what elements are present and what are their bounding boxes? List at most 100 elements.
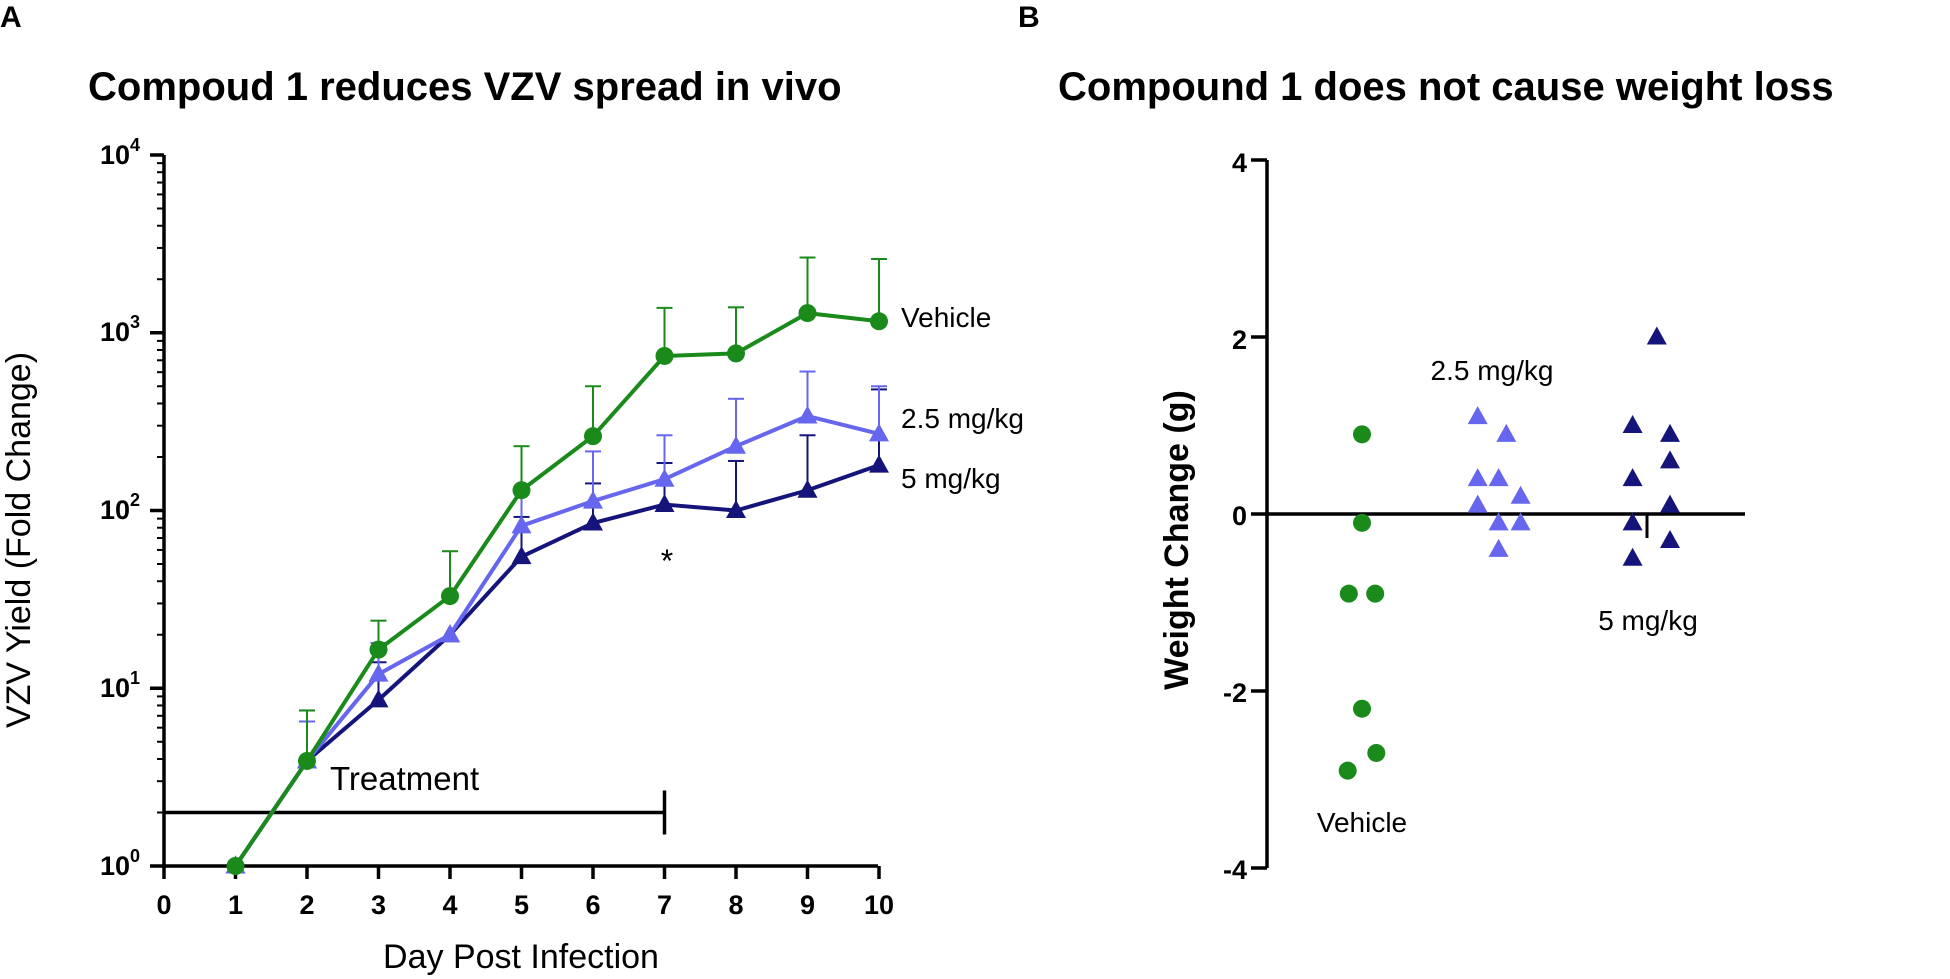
data-point bbox=[1467, 468, 1488, 487]
chart-a-x-ticks bbox=[162, 866, 881, 879]
data-point bbox=[1366, 584, 1385, 603]
series-2-5-mg-kg bbox=[225, 370, 889, 874]
data-point bbox=[869, 454, 889, 473]
x-tick-label: 5 bbox=[514, 890, 529, 920]
data-point bbox=[1496, 423, 1517, 442]
data-point bbox=[583, 490, 603, 509]
chart-a-title: Compoud 1 reduces VZV spread in vivo bbox=[88, 65, 842, 109]
series-label-5: 5 mg/kg bbox=[901, 463, 1001, 494]
series-line bbox=[233, 463, 880, 868]
data-point bbox=[1488, 538, 1509, 557]
x-tick-label: 2 bbox=[299, 890, 314, 920]
panel-letter-a: A bbox=[0, 1, 22, 34]
series-line bbox=[233, 311, 880, 868]
data-point bbox=[797, 479, 818, 498]
y-tick-label: 0 bbox=[1232, 501, 1247, 531]
data-point bbox=[726, 500, 746, 518]
data-point bbox=[583, 512, 603, 531]
data-point bbox=[1646, 326, 1667, 345]
y-tick-label: 103 bbox=[100, 312, 140, 347]
data-point bbox=[869, 423, 889, 442]
chart-a-y-minor-ticks bbox=[157, 162, 164, 814]
treatment-label: Treatment bbox=[330, 760, 479, 797]
chart-b-axes bbox=[1251, 158, 1745, 870]
data-point bbox=[368, 689, 389, 708]
group-label-vehicle: Vehicle bbox=[1317, 807, 1407, 838]
data-point bbox=[1622, 547, 1643, 566]
data-point bbox=[511, 515, 532, 534]
data-point bbox=[441, 587, 459, 606]
y-tick-label: 4 bbox=[1232, 148, 1247, 178]
data-point bbox=[1510, 512, 1531, 531]
y-tick-label: 102 bbox=[100, 490, 140, 525]
data-point bbox=[1339, 584, 1358, 603]
data-point bbox=[654, 468, 675, 487]
group-5-mg-kg bbox=[1622, 326, 1680, 566]
data-point bbox=[797, 405, 818, 424]
data-point bbox=[1353, 513, 1371, 532]
y-tick-label: -4 bbox=[1223, 855, 1247, 885]
chart-b-points bbox=[1338, 326, 1680, 780]
series-line bbox=[233, 414, 880, 868]
data-point bbox=[654, 494, 675, 513]
data-point bbox=[1338, 761, 1357, 780]
x-tick-label: 1 bbox=[228, 890, 243, 920]
data-point bbox=[1660, 450, 1680, 469]
data-point bbox=[1622, 468, 1643, 487]
y-tick-label: 104 bbox=[100, 135, 140, 170]
x-tick-label: 6 bbox=[585, 890, 600, 920]
chart-a-x-tick-labels: 0 1 2 3 4 5 6 7 8 9 10 bbox=[156, 890, 894, 920]
y-tick-label: -2 bbox=[1223, 678, 1247, 708]
data-point bbox=[226, 857, 245, 875]
data-point bbox=[870, 312, 888, 331]
series-label-2-5: 2.5 mg/kg bbox=[901, 403, 1024, 434]
data-point bbox=[726, 435, 746, 454]
y-tick-label: 2 bbox=[1232, 325, 1247, 355]
data-point bbox=[1353, 699, 1371, 718]
data-point bbox=[1488, 512, 1509, 531]
treatment-bar: Treatment bbox=[164, 760, 667, 835]
data-point bbox=[1660, 530, 1680, 549]
data-point bbox=[798, 304, 817, 323]
data-point bbox=[1467, 494, 1488, 513]
data-point bbox=[1467, 406, 1488, 425]
data-point bbox=[512, 481, 531, 500]
data-point bbox=[1622, 415, 1643, 433]
data-point bbox=[1367, 743, 1386, 762]
chart-a-axes bbox=[150, 153, 881, 879]
data-point bbox=[511, 546, 532, 565]
chart-b-y-tick-labels: 4 2 0 -2 -4 bbox=[1223, 148, 1247, 885]
data-point bbox=[1353, 425, 1371, 444]
data-point bbox=[298, 751, 316, 770]
data-point bbox=[368, 663, 389, 682]
data-point bbox=[369, 640, 388, 659]
data-point bbox=[584, 427, 602, 446]
data-point bbox=[655, 346, 674, 365]
x-tick-label: 7 bbox=[657, 890, 672, 920]
y-tick-label: 101 bbox=[100, 668, 140, 703]
data-point bbox=[440, 624, 460, 643]
panel-letter-b: B bbox=[1018, 1, 1040, 34]
significance-star: * bbox=[661, 543, 673, 579]
data-point bbox=[1660, 494, 1680, 513]
chart-a-y-axis-title: VZV Yield (Fold Change) bbox=[0, 352, 38, 728]
chart-b-y-ticks bbox=[1251, 158, 1267, 870]
data-point bbox=[1488, 468, 1509, 487]
chart-a-y-tick-labels: 100 101 102 103 104 bbox=[100, 135, 140, 881]
x-tick-label: 8 bbox=[728, 890, 743, 920]
group-label-2-5: 2.5 mg/kg bbox=[1431, 355, 1554, 386]
chart-a-series bbox=[225, 256, 889, 875]
group-label-5: 5 mg/kg bbox=[1598, 605, 1698, 636]
data-point bbox=[1660, 423, 1680, 442]
x-tick-label: 10 bbox=[864, 890, 894, 920]
x-tick-label: 9 bbox=[800, 890, 815, 920]
data-point bbox=[1622, 512, 1643, 531]
series-label-vehicle: Vehicle bbox=[901, 302, 991, 333]
series-vehicle bbox=[226, 256, 888, 875]
x-tick-label: 4 bbox=[442, 890, 457, 920]
chart-a-y-major-ticks bbox=[150, 153, 164, 868]
y-tick-label: 100 bbox=[100, 846, 140, 881]
group-vehicle bbox=[1338, 425, 1386, 780]
data-point bbox=[1510, 485, 1531, 504]
